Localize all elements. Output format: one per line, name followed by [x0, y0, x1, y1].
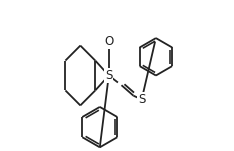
Text: S: S [105, 69, 113, 82]
Text: O: O [104, 35, 113, 48]
Text: S: S [138, 93, 145, 106]
